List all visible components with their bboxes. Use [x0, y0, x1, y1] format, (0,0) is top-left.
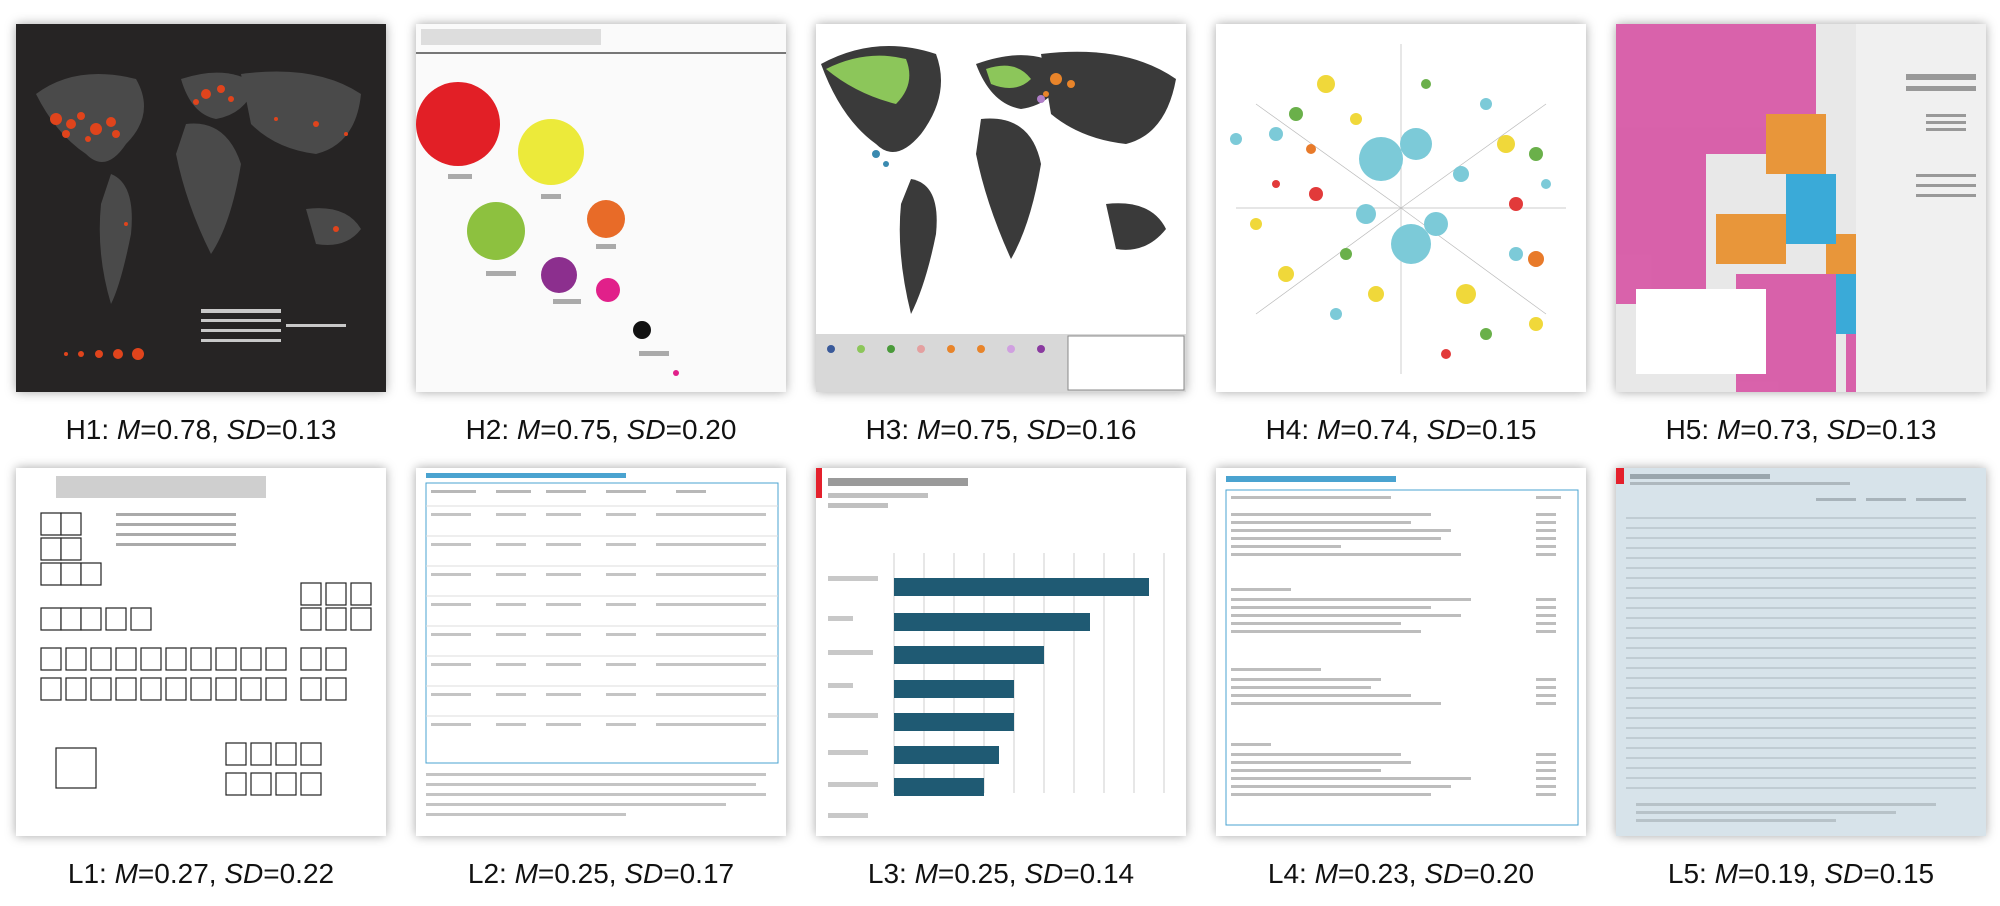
caption-L4: L4: M=0.23, SD=0.20	[1267, 858, 1535, 889]
thumbnail-L5	[1616, 468, 1986, 836]
thumbnail-H3	[816, 24, 1186, 392]
thumbnail-L4	[1216, 468, 1586, 836]
thumbnail-H2	[416, 24, 786, 392]
thumbnail-H1	[16, 24, 386, 392]
caption-H1: H1: M=0.78, SD=0.13	[65, 414, 337, 445]
caption-L3: L3: M=0.25, SD=0.14	[867, 858, 1135, 889]
caption-H5: H5: M=0.73, SD=0.13	[1665, 414, 1937, 445]
thumbnail-L2	[416, 468, 786, 836]
thumbnail-H5	[1616, 24, 1986, 392]
caption-H3: H3: M=0.75, SD=0.16	[865, 414, 1137, 445]
thumbnail-L3	[816, 468, 1186, 836]
caption-H2: H2: M=0.75, SD=0.20	[465, 414, 737, 445]
caption-H4: H4: M=0.74, SD=0.15	[1265, 414, 1537, 445]
thumbnail-H4	[1216, 24, 1586, 392]
caption-L2: L2: M=0.25, SD=0.17	[467, 858, 735, 889]
thumbnail-L1	[16, 468, 386, 836]
caption-L1: L1: M=0.27, SD=0.22	[67, 858, 335, 889]
caption-L5: L5: M=0.19, SD=0.15	[1667, 858, 1935, 889]
